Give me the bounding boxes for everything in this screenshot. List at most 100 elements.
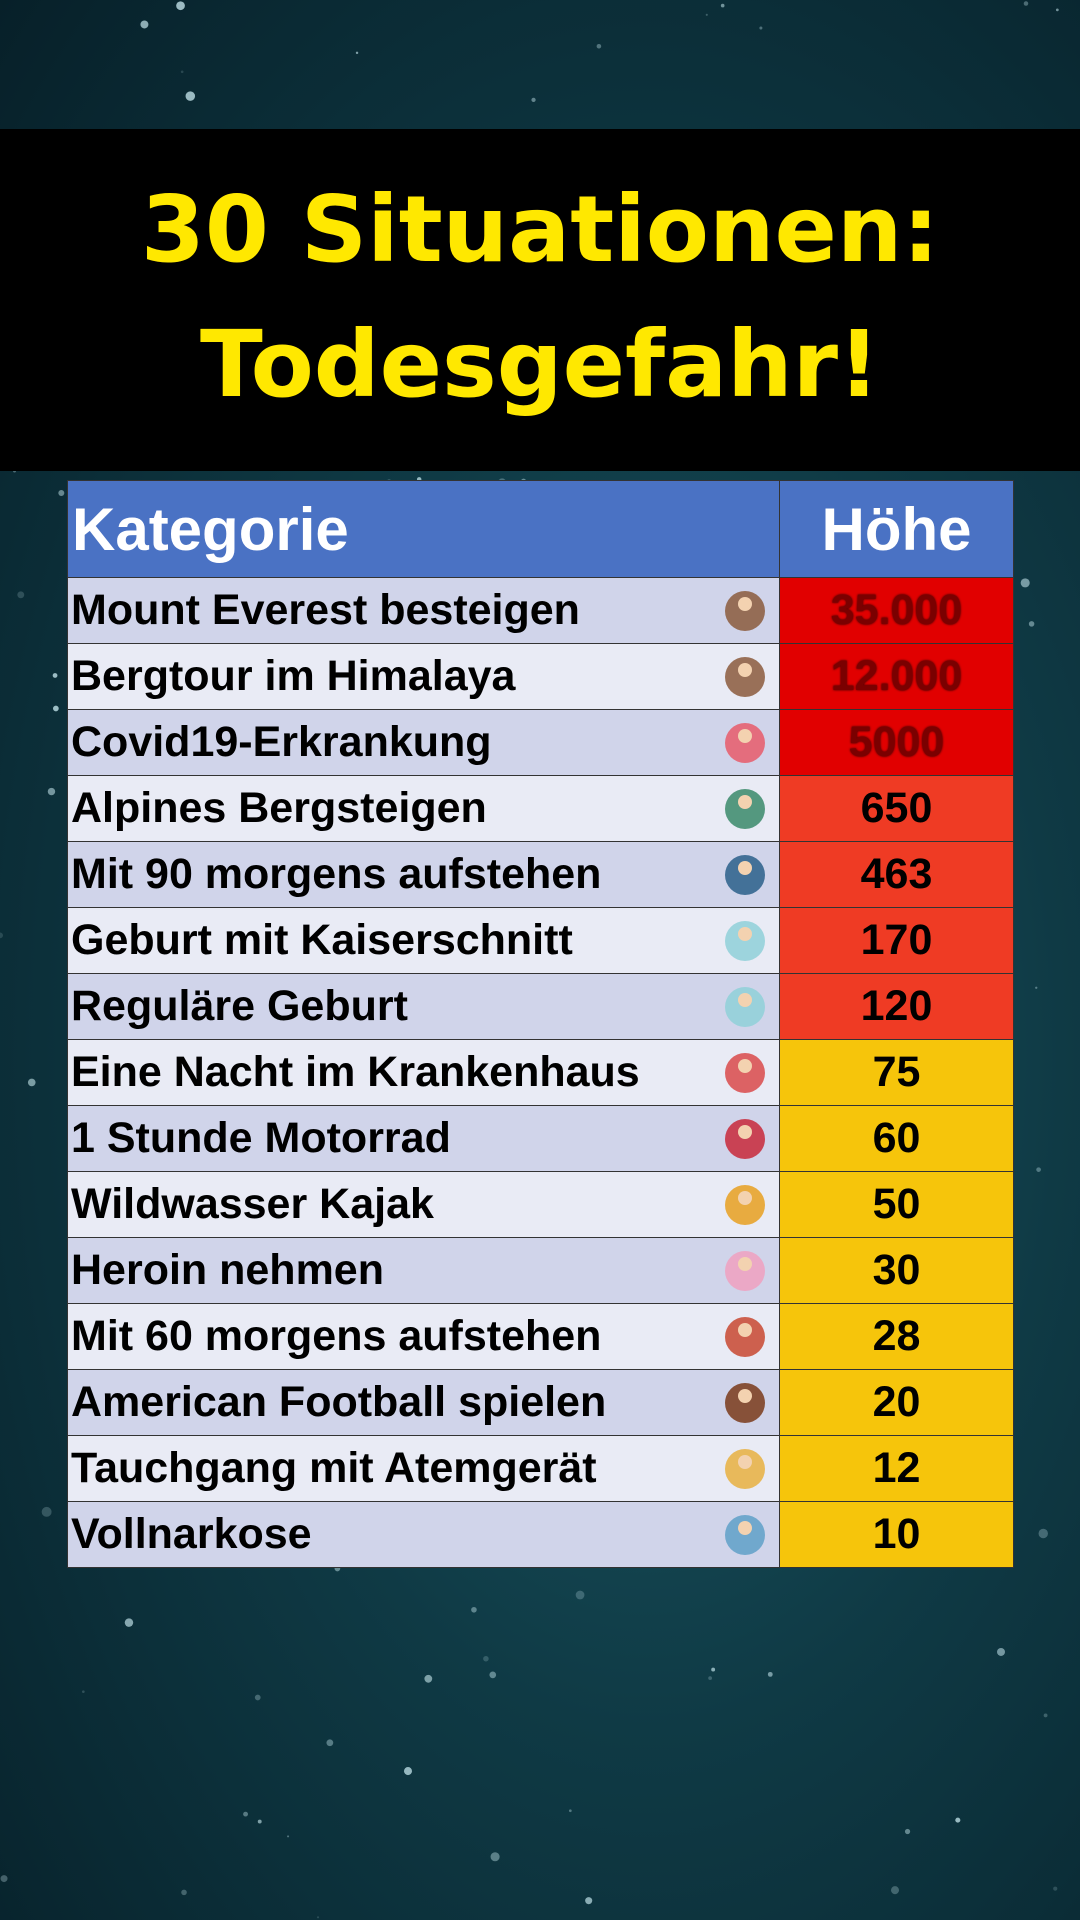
star (1055, 8, 1059, 12)
category-cell: Reguläre Geburt (67, 973, 780, 1040)
value-cell: 60 (779, 1105, 1014, 1172)
star (1038, 1528, 1048, 1539)
star (489, 1671, 497, 1679)
row-icon (725, 1515, 765, 1555)
star (1036, 1167, 1041, 1172)
row-icon (725, 1383, 765, 1423)
star (575, 1590, 585, 1600)
row-icon (725, 1449, 765, 1489)
category-cell: Covid19-Erkrankung (67, 709, 780, 776)
risk-table: Kategorie Höhe Mount Everest besteigen 35… (67, 480, 1014, 1568)
category-label: Geburt mit Kaiserschnitt (71, 916, 573, 964)
star (997, 1647, 1005, 1656)
value-cell: 28 (779, 1303, 1014, 1370)
title-line: 30 Situationen: (140, 176, 940, 283)
star (568, 1809, 572, 1813)
star (759, 26, 763, 30)
table-row: Reguläre Geburt 120 (67, 973, 1014, 1040)
value-cell: 5000 (779, 709, 1014, 776)
star (355, 51, 359, 55)
value-cell: 20 (779, 1369, 1014, 1436)
category-cell: Eine Nacht im Krankenhaus (67, 1039, 780, 1106)
star (890, 1886, 900, 1895)
table-row: Alpines Bergsteigen 650 (67, 775, 1014, 842)
table-row: Geburt mit Kaiserschnitt 170 (67, 907, 1014, 974)
value-cell: 35.000 (779, 577, 1014, 644)
table-row: Eine Nacht im Krankenhaus 75 (67, 1039, 1014, 1106)
table-row: Wildwasser Kajak 50 (67, 1171, 1014, 1238)
row-icon (725, 921, 765, 961)
category-label: Mount Everest besteigen (71, 586, 580, 634)
star (1020, 578, 1030, 588)
star (17, 591, 25, 599)
star (424, 1674, 433, 1683)
star (531, 97, 536, 103)
value-cell: 12.000 (779, 643, 1014, 710)
category-label: Tauchgang mit Atemgerät (71, 1444, 597, 1492)
category-label: American Football spielen (71, 1378, 607, 1426)
category-cell: 1 Stunde Motorrad (67, 1105, 780, 1172)
category-label: Heroin nehmen (71, 1246, 384, 1294)
star (41, 1506, 52, 1517)
value-cell: 75 (779, 1039, 1014, 1106)
category-label: Mit 90 morgens aufstehen (71, 850, 602, 898)
star (287, 1835, 290, 1838)
category-label: Reguläre Geburt (71, 982, 408, 1030)
category-cell: Geburt mit Kaiserschnitt (67, 907, 780, 974)
table-row: Vollnarkose 10 (67, 1501, 1014, 1568)
star (403, 1767, 413, 1776)
row-icon (725, 591, 765, 631)
category-label: 1 Stunde Motorrad (71, 1114, 451, 1162)
category-cell: Bergtour im Himalaya (67, 643, 780, 710)
star (326, 1739, 334, 1747)
row-icon (725, 1053, 765, 1093)
category-label: Alpines Bergsteigen (71, 784, 487, 832)
table-row: Mit 60 morgens aufstehen 28 (67, 1303, 1014, 1370)
row-icon (725, 657, 765, 697)
star (124, 1618, 134, 1627)
column-header: Höhe (779, 480, 1014, 578)
star (47, 787, 56, 796)
value-cell: 170 (779, 907, 1014, 974)
star (720, 3, 725, 8)
category-cell: American Football spielen (67, 1369, 780, 1436)
category-label: Bergtour im Himalaya (71, 652, 516, 700)
row-icon (725, 1185, 765, 1225)
table-row: Bergtour im Himalaya 12.000 (67, 643, 1014, 710)
star (1053, 1886, 1058, 1891)
table-row: Covid19-Erkrankung 5000 (67, 709, 1014, 776)
star (176, 1, 185, 11)
category-cell: Alpines Bergsteigen (67, 775, 780, 842)
star (490, 1852, 500, 1862)
category-cell: Mit 90 morgens aufstehen (67, 841, 780, 908)
star (254, 1694, 261, 1701)
row-icon (725, 789, 765, 829)
category-cell: Mit 60 morgens aufstehen (67, 1303, 780, 1370)
star (1023, 1, 1029, 6)
star (82, 1690, 85, 1693)
star (140, 20, 149, 29)
table-row: Heroin nehmen 30 (67, 1237, 1014, 1304)
star (52, 673, 58, 678)
star (767, 1671, 773, 1677)
star (27, 1078, 36, 1087)
category-cell: Mount Everest besteigen (67, 577, 780, 644)
title-line: Todesgefahr! (200, 311, 880, 418)
star (257, 1819, 262, 1824)
row-icon (725, 987, 765, 1027)
row-icon (725, 1317, 765, 1357)
row-icon (725, 1119, 765, 1159)
star (708, 1676, 712, 1680)
table-row: Tauchgang mit Atemgerät 12 (67, 1435, 1014, 1502)
star (181, 1889, 187, 1896)
star (180, 70, 184, 74)
category-label: Wildwasser Kajak (71, 1180, 434, 1228)
value-cell: 30 (779, 1237, 1014, 1304)
star (483, 1655, 489, 1662)
category-cell: Wildwasser Kajak (67, 1171, 780, 1238)
category-cell: Vollnarkose (67, 1501, 780, 1568)
star (243, 1811, 248, 1817)
table-row: 1 Stunde Motorrad 60 (67, 1105, 1014, 1172)
row-icon (725, 855, 765, 895)
